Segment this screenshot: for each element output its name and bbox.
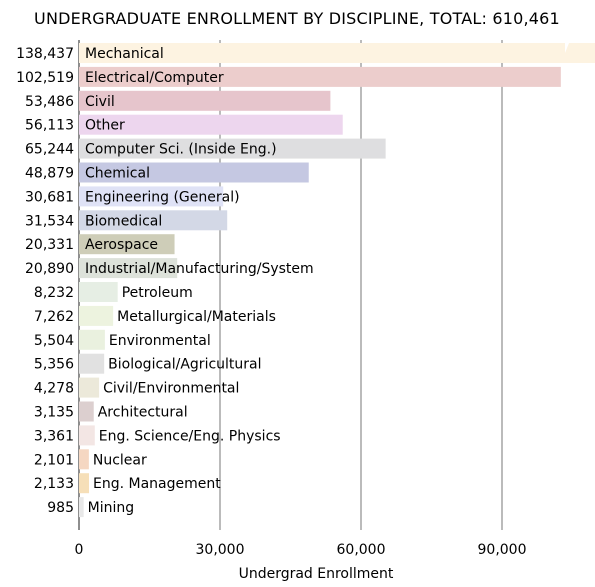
category-label: Other (85, 118, 125, 134)
value-label: 48,879 (25, 166, 74, 182)
value-label: 3,361 (34, 428, 74, 444)
category-label: Computer Sci. (Inside Eng.) (85, 142, 277, 158)
category-label: Civil (85, 94, 115, 110)
bar-break-segment (561, 43, 595, 63)
category-label: Eng. Science/Eng. Physics (99, 428, 281, 444)
x-tick-labels: 0 30,000 60,000 90,000 (75, 542, 527, 558)
value-label: 8,232 (34, 285, 74, 301)
x-axis-label: Undergrad Enrollment (239, 566, 394, 582)
x-tick-label: 30,000 (196, 542, 245, 558)
bar (79, 138, 386, 159)
value-label: 3,135 (34, 405, 74, 421)
category-label: Mechanical (85, 46, 164, 62)
value-labels: 138,437 102,519 53,486 56,113 65,244 48,879 30… (16, 46, 74, 516)
category-label: Industrial/Manufacturing/System (85, 261, 314, 277)
bar (79, 234, 175, 255)
x-tick-label: 90,000 (478, 542, 527, 558)
category-label: Electrical/Computer (85, 70, 224, 86)
bar (79, 66, 561, 87)
bar (79, 162, 309, 183)
category-label: Nuclear (93, 452, 147, 468)
value-label: 53,486 (25, 94, 74, 110)
value-label: 2,133 (34, 476, 74, 492)
chart-title: UNDERGRADUATE ENROLLMENT BY DISCIPLINE, … (34, 9, 560, 28)
value-label: 30,681 (25, 189, 74, 205)
bar (79, 90, 331, 111)
x-tick-label: 60,000 (337, 542, 386, 558)
bars-group (79, 43, 595, 518)
value-label: 31,534 (25, 213, 74, 229)
category-label: Biological/Agricultural (108, 357, 261, 373)
category-label: Aerospace (85, 237, 158, 253)
category-label: Architectural (98, 405, 188, 421)
value-label: 20,331 (25, 237, 74, 253)
value-label: 65,244 (25, 142, 74, 158)
category-label: Engineering (General) (85, 189, 240, 205)
category-label: Mining (88, 500, 135, 516)
value-label: 985 (47, 500, 74, 516)
bar (79, 353, 105, 374)
x-tick-label: 0 (75, 542, 84, 558)
bar (79, 258, 178, 279)
category-labels: Mechanical Electrical/Computer Civil Other C… (85, 46, 314, 516)
value-label: 20,890 (25, 261, 74, 277)
value-label: 2,101 (34, 452, 74, 468)
value-label: 4,278 (34, 381, 74, 397)
category-label: Chemical (85, 166, 150, 182)
bar (79, 425, 95, 446)
bar (79, 282, 118, 302)
bar (79, 186, 224, 207)
bar (79, 329, 105, 350)
value-label: 5,356 (34, 357, 74, 373)
category-label: Eng. Management (93, 476, 221, 492)
category-label: Petroleum (122, 285, 193, 301)
value-label: 5,504 (34, 333, 74, 349)
value-label: 102,519 (16, 70, 74, 86)
value-label: 7,262 (34, 309, 74, 325)
value-label: 56,113 (25, 118, 74, 134)
bar (79, 210, 228, 231)
bar (79, 43, 565, 63)
category-label: Environmental (109, 333, 211, 349)
bar (79, 305, 114, 326)
bar (79, 473, 90, 494)
bar (79, 497, 84, 518)
category-label: Biomedical (85, 213, 162, 229)
bar (79, 401, 94, 422)
category-label: Civil/Environmental (103, 381, 239, 397)
bar (79, 114, 343, 135)
bar (79, 377, 100, 398)
bar (79, 449, 89, 470)
category-label: Metallurgical/Materials (117, 309, 276, 325)
value-label: 138,437 (16, 46, 74, 62)
